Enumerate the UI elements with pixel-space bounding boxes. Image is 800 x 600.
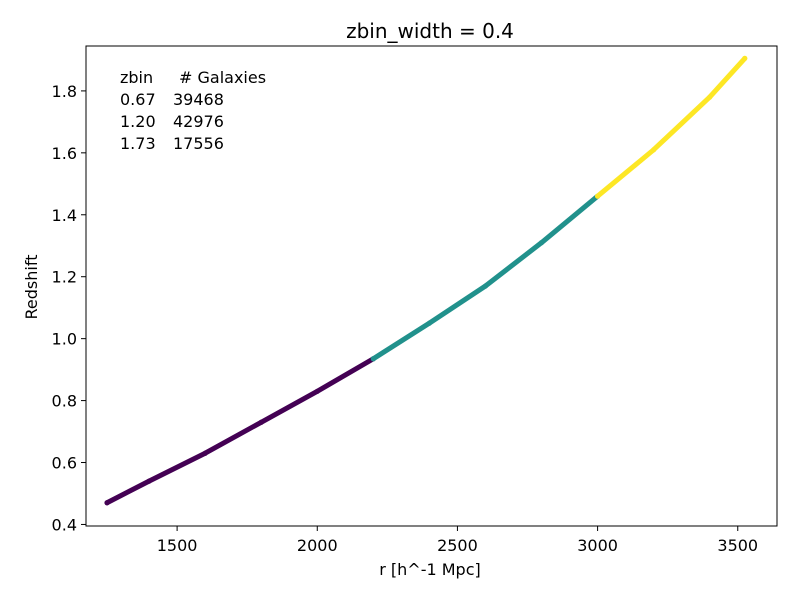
series-1-point: [426, 320, 432, 326]
series-0-point: [314, 388, 320, 394]
x-tick-label: 2500: [437, 536, 478, 555]
ticks-layer: 1500 2000 2500 3000 3500 0.4 0.6 0.8 1.0 1.2 1.4 1.…: [52, 82, 759, 555]
y-tick-label: 1.8: [52, 82, 77, 101]
y-axis-label: Redshift: [22, 255, 41, 320]
plot-frame: [85, 45, 778, 527]
series-2-point: [594, 193, 601, 199]
table-cell-count: 39468: [173, 90, 224, 109]
y-tick-label: 1.2: [52, 268, 77, 287]
series-2-point: [707, 94, 713, 100]
x-axis-label: r [h^-1 Mpc]: [379, 560, 481, 579]
zbin-table: zbin # Galaxies 0.67 39468 1.20 42976 1.73 1755…: [120, 68, 266, 153]
series-0-point: [202, 450, 208, 456]
y-tick-label: 1.0: [52, 330, 77, 349]
y-tick-label: 0.8: [52, 392, 77, 411]
series-layer: [104, 55, 748, 506]
table-cell-zbin: 0.67: [120, 90, 156, 109]
table-cell-count: 17556: [173, 134, 224, 153]
x-tick-label: 3500: [717, 536, 758, 555]
table-header-count: # Galaxies: [179, 68, 266, 87]
table-header-zbin: zbin: [120, 68, 153, 87]
x-tick-label: 2000: [297, 536, 338, 555]
series-2-point: [742, 55, 748, 61]
series-2-band: [595, 55, 748, 199]
series-1-point: [482, 283, 489, 289]
series-1-point: [538, 240, 545, 246]
series-0-point: [146, 478, 152, 484]
series-0-point: [258, 419, 264, 425]
x-tick-label: 3000: [577, 536, 618, 555]
y-tick-label: 0.6: [52, 454, 77, 473]
y-tick-label: 1.6: [52, 144, 77, 163]
series-1-point: [370, 356, 376, 362]
x-tick-label: 1500: [157, 536, 198, 555]
series-0-point: [104, 500, 110, 506]
table-cell-zbin: 1.20: [120, 112, 156, 131]
plot-area: [85, 45, 778, 527]
table-cell-zbin: 1.73: [120, 134, 156, 153]
series-2-point: [651, 147, 657, 153]
chart-title: zbin_width = 0.4: [346, 19, 514, 43]
y-tick-label: 1.4: [52, 206, 77, 225]
y-tick-label: 0.4: [52, 515, 77, 534]
table-cell-count: 42976: [173, 112, 224, 131]
series-0-band: [104, 356, 376, 506]
